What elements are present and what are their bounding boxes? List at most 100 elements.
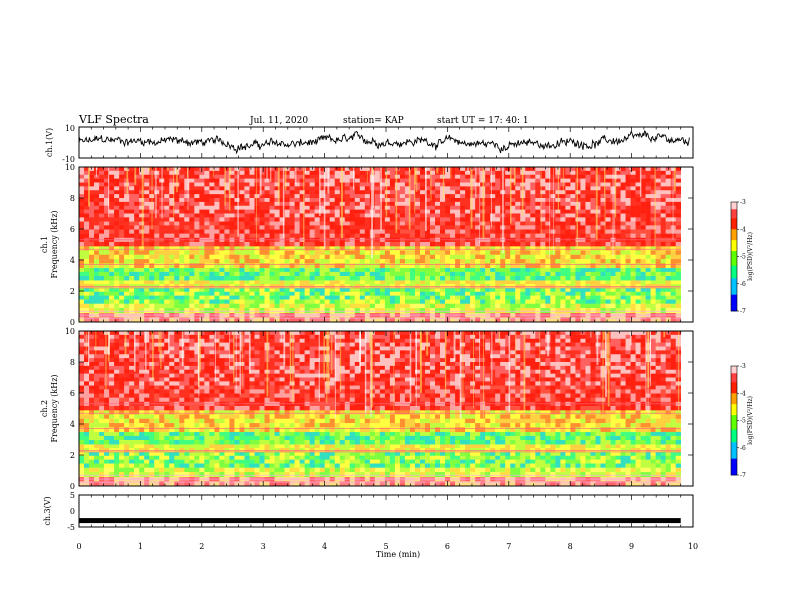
spectrogram-cell	[640, 299, 646, 304]
spectrogram-cell	[89, 276, 95, 281]
spectrogram-cell	[354, 201, 361, 207]
spectrogram-cell	[399, 246, 406, 251]
spectrogram-cell	[334, 190, 341, 195]
spectrogram-cell	[254, 263, 260, 269]
spectrogram-cell	[284, 170, 290, 176]
spectrogram-cell	[289, 308, 295, 313]
spectrogram-cell	[600, 213, 606, 218]
spectrogram-cell	[505, 198, 511, 203]
spectrogram-cell	[224, 246, 230, 251]
spectrogram-cell	[445, 201, 451, 207]
spectrogram-cell	[224, 295, 230, 300]
spectrogram-cell	[565, 233, 571, 239]
spectrogram-cell	[254, 233, 260, 239]
spectrogram-cell	[314, 205, 320, 210]
spectrogram-cell	[435, 194, 441, 199]
spectrogram-cell	[329, 276, 336, 281]
spectrogram-cell	[490, 205, 496, 210]
spectrogram-streak	[239, 167, 242, 169]
spectrogram-cell	[244, 201, 250, 207]
spectrogram-cell	[174, 194, 180, 199]
spectrogram-cell	[344, 263, 351, 269]
spectrogram-cell	[379, 217, 386, 222]
spectrogram-cell	[244, 170, 250, 176]
spectrogram-cell	[119, 267, 125, 273]
spectrogram-cell	[239, 263, 245, 269]
spectrogram-cell	[515, 276, 521, 281]
spectrogram-cell	[535, 233, 541, 239]
spectrogram-cell	[359, 271, 366, 277]
spectrogram-cell	[319, 295, 325, 300]
spectrogram-cell	[545, 280, 551, 285]
spectrogram-cell	[620, 205, 626, 210]
spectrogram-cell	[154, 213, 160, 218]
spectrogram-cell	[424, 233, 431, 239]
spectrogram-cell	[640, 276, 646, 281]
spectrogram-cell	[204, 267, 210, 273]
spectrogram-cell	[99, 276, 105, 281]
spectrogram-cell	[675, 194, 682, 199]
spectrogram-cell	[625, 250, 631, 256]
spectrogram-cell	[274, 317, 280, 323]
spectrogram-cell	[440, 246, 446, 251]
spectrogram-cell	[234, 217, 240, 222]
spectrogram-cell	[404, 317, 411, 323]
spectrogram-cell	[414, 241, 421, 247]
spectrogram-cell	[154, 317, 160, 323]
spectrogram-cell	[339, 259, 346, 264]
spectrogram-cell	[495, 267, 501, 273]
spectrogram-cell	[625, 198, 631, 203]
spectrogram-cell	[575, 225, 581, 230]
spectrogram-cell	[259, 178, 265, 183]
spectrogram-cell	[289, 280, 295, 285]
spectrogram-cell	[535, 167, 541, 172]
spectrogram-cell	[485, 167, 491, 172]
spectrogram-cell	[154, 250, 160, 256]
spectrogram-cell	[455, 263, 461, 269]
spectrogram-cell	[99, 174, 105, 179]
spectrogram-cell	[419, 229, 426, 234]
spectrogram-cell	[194, 291, 200, 296]
spectrogram-cell	[254, 217, 260, 222]
spectrogram-cell	[430, 209, 436, 214]
spectrogram-cell	[600, 167, 606, 172]
spectrogram-cell	[540, 178, 546, 183]
spectrogram-cell	[404, 170, 411, 176]
spectrogram-cell	[445, 271, 451, 277]
spectrogram-cell	[194, 299, 200, 304]
spectrogram-cell	[169, 174, 175, 179]
spectrogram-cell	[515, 174, 521, 179]
spectrogram-cell	[430, 178, 436, 183]
spectrogram-cell	[655, 213, 661, 218]
spectrogram-cell	[254, 182, 260, 187]
spectrogram-cell	[199, 190, 205, 195]
spectrogram-cell	[424, 299, 431, 304]
spectrogram-cell	[189, 271, 195, 277]
spectrogram-cell	[239, 209, 245, 214]
spectrogram-cell	[104, 254, 110, 260]
spectrogram-cell	[264, 303, 270, 309]
spectrogram-cell	[224, 174, 230, 179]
spectrogram-cell	[314, 233, 320, 239]
spectrogram-cell	[490, 233, 496, 239]
spectrogram-cell	[409, 209, 416, 214]
spectrogram-cell	[595, 229, 601, 234]
spectrogram-cell	[500, 280, 506, 285]
spectrogram-cell	[339, 267, 346, 273]
spectrogram-cell	[164, 190, 170, 195]
spectrogram-cell	[204, 280, 210, 285]
spectrogram-cell	[184, 209, 190, 214]
spectrogram-cell	[379, 259, 386, 264]
spectrogram-cell	[545, 167, 551, 172]
spectrogram-cell	[550, 225, 556, 230]
spectrogram-cell	[590, 267, 596, 273]
spectrogram-cell	[94, 233, 100, 239]
spectrogram-cell	[299, 167, 305, 172]
spectrogram-cell	[309, 241, 315, 247]
spectrogram-cell	[189, 186, 195, 191]
spectrogram-cell	[635, 198, 641, 203]
spectrogram-cell	[530, 299, 536, 304]
spectrogram-cell	[510, 254, 516, 260]
spectrogram-cell	[214, 308, 220, 313]
spectrogram-cell	[274, 209, 280, 214]
